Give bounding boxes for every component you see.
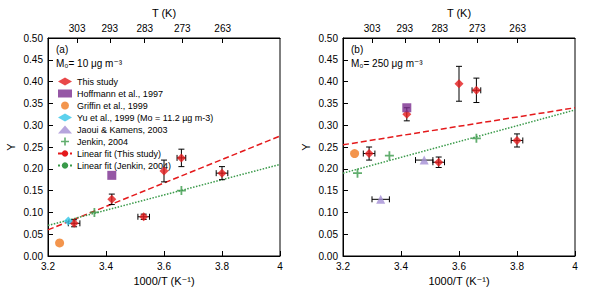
svg-text:Linear fit (Jenkin, 2004): Linear fit (Jenkin, 2004) bbox=[77, 161, 171, 171]
svg-text:4: 4 bbox=[572, 261, 578, 272]
svg-text:293: 293 bbox=[101, 23, 118, 34]
svg-text:Jenkin, 2004: Jenkin, 2004 bbox=[77, 137, 128, 147]
svg-text:273: 273 bbox=[469, 23, 486, 34]
svg-text:0.50: 0.50 bbox=[24, 33, 44, 44]
svg-text:0.35: 0.35 bbox=[319, 98, 339, 109]
svg-text:4: 4 bbox=[277, 261, 283, 272]
svg-text:0.30: 0.30 bbox=[24, 120, 44, 131]
svg-text:0.25: 0.25 bbox=[319, 142, 339, 153]
svg-text:0.05: 0.05 bbox=[319, 229, 339, 240]
svg-text:M₀= 250 μg m⁻³: M₀= 250 μg m⁻³ bbox=[351, 58, 423, 69]
svg-text:(a): (a) bbox=[56, 44, 68, 55]
svg-text:0.25: 0.25 bbox=[24, 142, 44, 153]
svg-text:263: 263 bbox=[214, 23, 231, 34]
svg-text:3.4: 3.4 bbox=[99, 261, 113, 272]
svg-text:263: 263 bbox=[509, 23, 526, 34]
svg-text:0.30: 0.30 bbox=[319, 120, 339, 131]
svg-text:0.45: 0.45 bbox=[319, 54, 339, 65]
svg-text:Hoffmann et al., 1997: Hoffmann et al., 1997 bbox=[77, 89, 163, 99]
svg-text:283: 283 bbox=[136, 23, 153, 34]
svg-text:(b): (b) bbox=[351, 44, 363, 55]
svg-text:Y: Y bbox=[300, 143, 312, 151]
svg-text:303: 303 bbox=[364, 23, 381, 34]
svg-text:1000/T (K⁻¹): 1000/T (K⁻¹) bbox=[428, 275, 489, 287]
svg-text:3.6: 3.6 bbox=[157, 261, 171, 272]
svg-text:Yu et al., 1999 (Mo = 11.2 µg: Yu et al., 1999 (Mo = 11.2 µg m-3) bbox=[77, 113, 213, 123]
svg-text:3.2: 3.2 bbox=[336, 261, 350, 272]
svg-text:0.45: 0.45 bbox=[24, 54, 44, 65]
svg-text:Griffin et al., 1999: Griffin et al., 1999 bbox=[77, 101, 148, 111]
svg-text:0.10: 0.10 bbox=[319, 207, 339, 218]
svg-text:303: 303 bbox=[69, 23, 86, 34]
svg-text:1000/T (K⁻¹): 1000/T (K⁻¹) bbox=[133, 275, 194, 287]
svg-text:0.35: 0.35 bbox=[24, 98, 44, 109]
svg-text:0.50: 0.50 bbox=[319, 33, 339, 44]
svg-text:3.4: 3.4 bbox=[394, 261, 408, 272]
svg-text:0.15: 0.15 bbox=[24, 185, 44, 196]
svg-text:0.00: 0.00 bbox=[318, 250, 338, 262]
svg-text:0.00: 0.00 bbox=[23, 250, 43, 262]
svg-text:0.05: 0.05 bbox=[24, 229, 44, 240]
svg-text:3.6: 3.6 bbox=[452, 261, 466, 272]
svg-text:Jaoui & Kamens, 2003: Jaoui & Kamens, 2003 bbox=[77, 125, 168, 135]
svg-text:T (K): T (K) bbox=[152, 7, 176, 19]
svg-text:T (K): T (K) bbox=[447, 7, 471, 19]
svg-text:This study: This study bbox=[77, 77, 119, 87]
svg-text:0.15: 0.15 bbox=[319, 185, 339, 196]
svg-text:293: 293 bbox=[396, 23, 413, 34]
svg-text:0.40: 0.40 bbox=[24, 76, 44, 87]
svg-text:283: 283 bbox=[431, 23, 448, 34]
svg-text:3.8: 3.8 bbox=[510, 261, 524, 272]
svg-text:0.20: 0.20 bbox=[319, 163, 339, 174]
svg-text:Linear fit (This study): Linear fit (This study) bbox=[77, 149, 161, 159]
svg-text:0.10: 0.10 bbox=[24, 207, 44, 218]
svg-text:3.8: 3.8 bbox=[215, 261, 229, 272]
svg-text:0.20: 0.20 bbox=[24, 163, 44, 174]
svg-text:Y: Y bbox=[5, 143, 17, 151]
svg-text:0.40: 0.40 bbox=[319, 76, 339, 87]
svg-text:3.2: 3.2 bbox=[41, 261, 55, 272]
svg-text:273: 273 bbox=[174, 23, 191, 34]
svg-text:M₀= 10 μg m⁻³: M₀= 10 μg m⁻³ bbox=[56, 58, 123, 69]
